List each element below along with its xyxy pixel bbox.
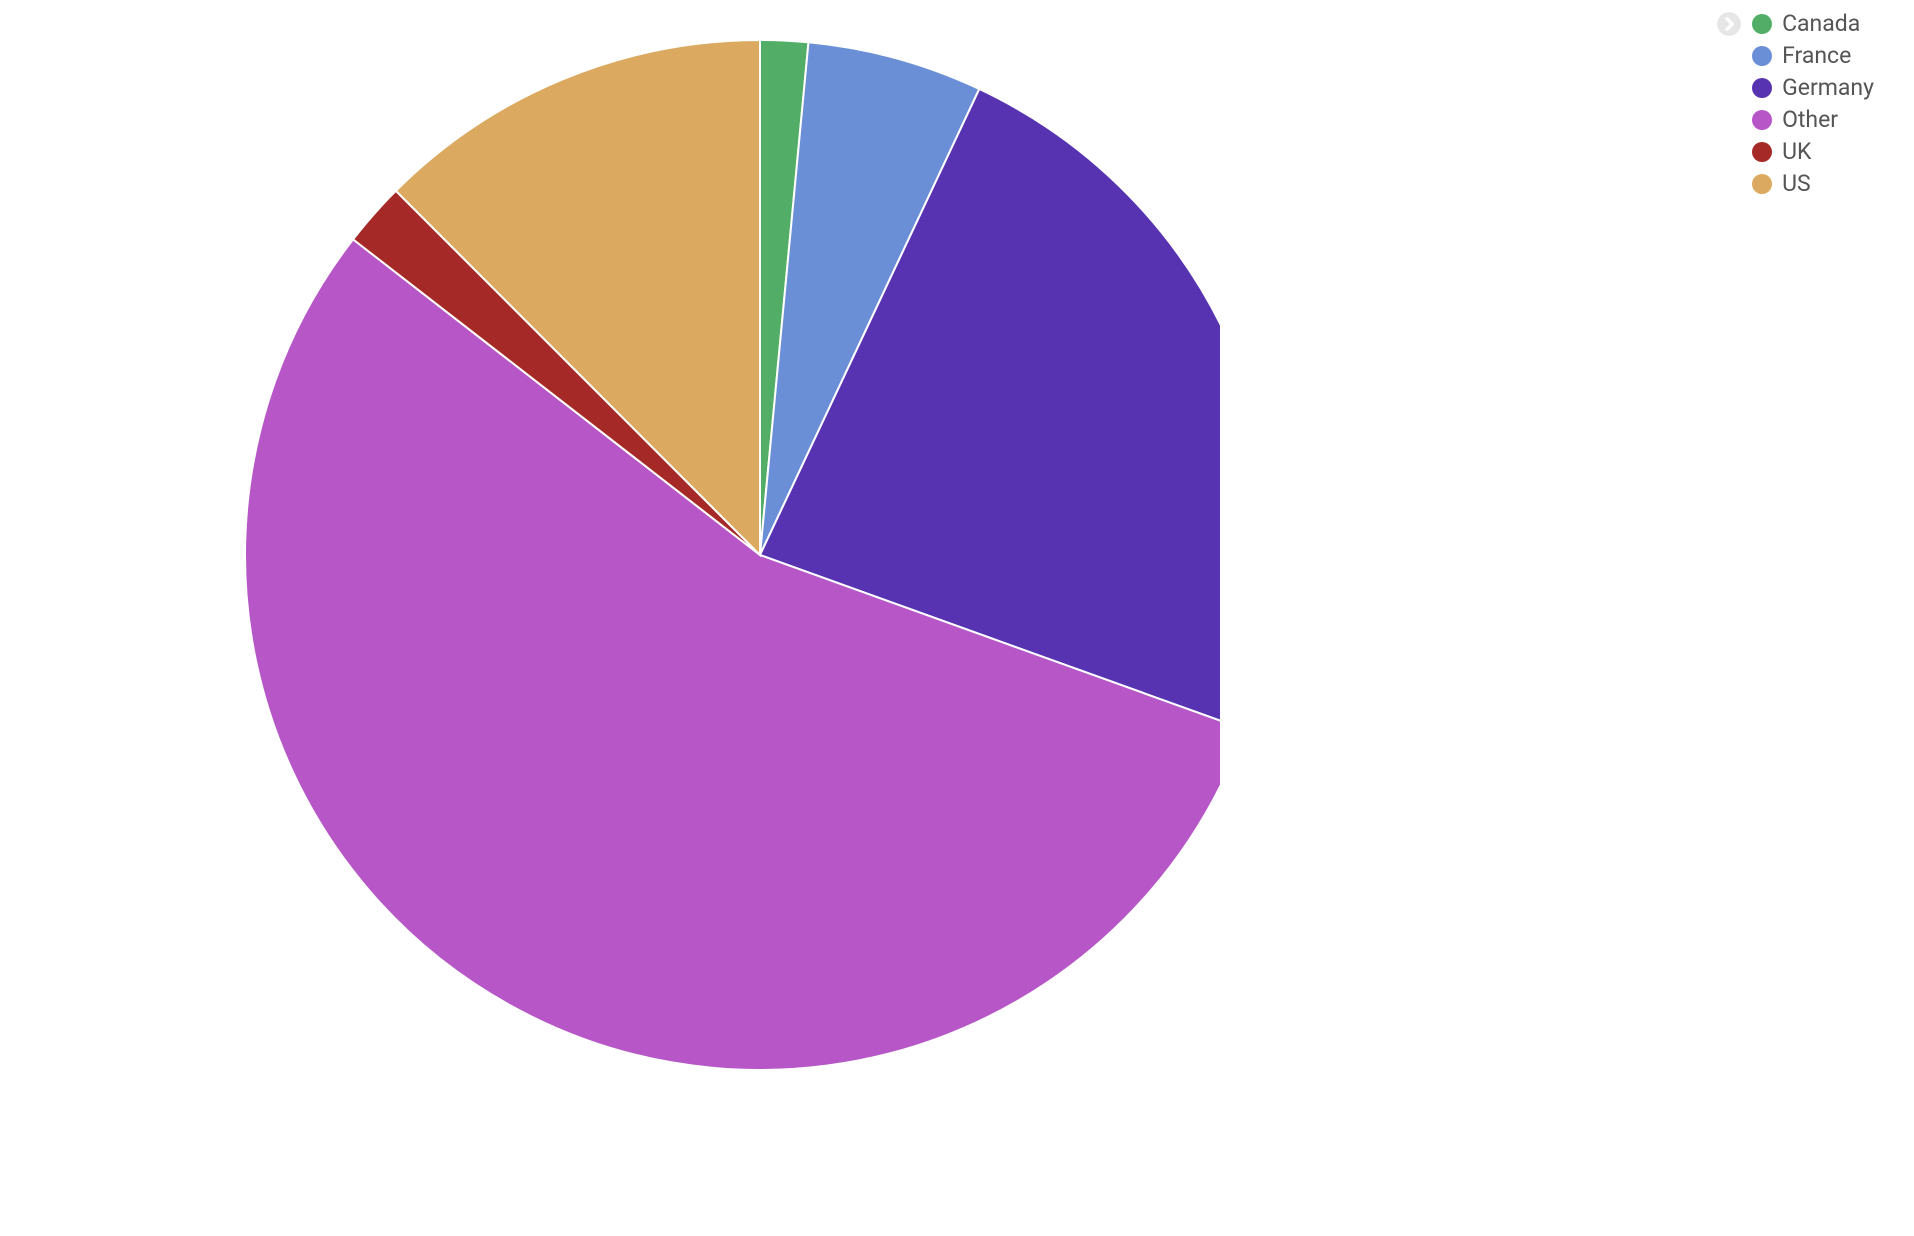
legend-swatch-uk [1752, 142, 1772, 162]
legend-row-uk: UK [1716, 138, 1874, 165]
legend-swatch-france [1752, 46, 1772, 66]
legend-swatch-us [1752, 174, 1772, 194]
pie-chart-container: Canada France Germany Other [0, 0, 1914, 1236]
legend-label-uk: UK [1782, 138, 1811, 165]
legend-label-us: US [1782, 170, 1811, 197]
legend-spacer [1716, 43, 1742, 69]
pie-chart [120, 20, 1220, 1120]
legend-row-canada: Canada [1716, 10, 1874, 37]
chevron-right-icon[interactable] [1716, 11, 1742, 37]
legend-swatch-canada [1752, 14, 1772, 34]
legend-item-france[interactable]: France [1752, 42, 1851, 69]
legend-swatch-other [1752, 110, 1772, 130]
legend-item-uk[interactable]: UK [1752, 138, 1811, 165]
legend-spacer [1716, 107, 1742, 133]
legend-item-other[interactable]: Other [1752, 106, 1838, 133]
legend-item-canada[interactable]: Canada [1752, 10, 1860, 37]
legend-row-other: Other [1716, 106, 1874, 133]
legend-label-canada: Canada [1782, 10, 1860, 37]
legend-swatch-germany [1752, 78, 1772, 98]
legend-item-germany[interactable]: Germany [1752, 74, 1874, 101]
legend-item-us[interactable]: US [1752, 170, 1811, 197]
legend: Canada France Germany Other [1716, 10, 1874, 197]
legend-label-germany: Germany [1782, 74, 1874, 101]
legend-spacer [1716, 171, 1742, 197]
legend-spacer [1716, 75, 1742, 101]
legend-row-germany: Germany [1716, 74, 1874, 101]
legend-label-other: Other [1782, 106, 1838, 133]
legend-spacer [1716, 139, 1742, 165]
legend-row-us: US [1716, 170, 1874, 197]
legend-label-france: France [1782, 42, 1851, 69]
legend-row-france: France [1716, 42, 1874, 69]
